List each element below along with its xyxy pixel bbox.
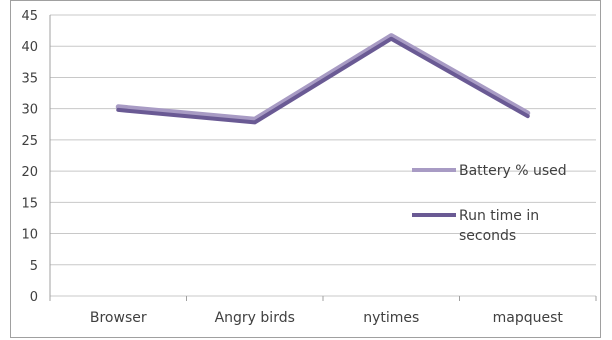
x-axis-ticks: Browser Angry birds nytimes mapquest	[90, 310, 564, 326]
legend-label-battery: Battery % used	[459, 163, 567, 179]
y-tick-label: 35	[21, 71, 38, 86]
series-line-battery	[115, 33, 531, 122]
y-tick-label: 20	[21, 165, 38, 180]
gridlines	[49, 14, 597, 301]
y-tick-label: 40	[21, 40, 38, 55]
y-tick-label: 30	[21, 103, 38, 118]
y-axis-ticks: 0 5 10 15 20 25 30 35 40 45	[21, 9, 38, 305]
x-tick-label: Angry birds	[215, 310, 295, 326]
y-tick-label: 45	[21, 9, 38, 24]
legend-label-runtime: Run time in	[459, 208, 539, 224]
y-tick-label: 15	[21, 196, 38, 211]
legend-label-runtime-cont: seconds	[459, 228, 516, 244]
x-tick-label: Browser	[90, 310, 147, 326]
x-tick-label: nytimes	[363, 310, 419, 326]
series-line-runtime	[116, 36, 530, 125]
legend: Battery % used Run time in seconds	[412, 163, 567, 244]
y-tick-label: 5	[30, 259, 38, 274]
chart-frame	[10, 0, 601, 338]
series-lines	[115, 33, 531, 125]
y-tick-label: 25	[21, 134, 38, 149]
y-tick-label: 10	[21, 228, 38, 243]
y-tick-label: 0	[30, 290, 38, 305]
x-tick-label: mapquest	[493, 310, 564, 326]
